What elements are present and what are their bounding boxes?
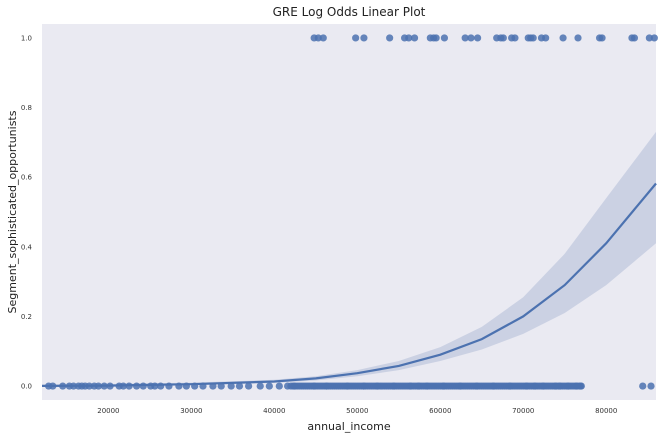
scatter-point	[511, 34, 519, 42]
scatter-point	[577, 382, 585, 390]
scatter-point	[499, 34, 507, 42]
scatter-point	[630, 34, 639, 42]
scatter-point	[440, 34, 449, 42]
x-tick-label: 20000	[97, 407, 119, 415]
scatter-point	[559, 34, 567, 42]
scatter-point	[410, 34, 419, 42]
scatter-point	[432, 34, 440, 42]
scatter-point	[645, 34, 653, 42]
scatter-point	[265, 382, 273, 390]
y-tick-label: 0.6	[21, 174, 33, 182]
y-tick-label: 1.0	[21, 34, 32, 42]
y-tick-label: 0.0	[21, 383, 32, 391]
scatter-point	[319, 34, 327, 42]
y-tick-label: 0.2	[21, 313, 32, 321]
scatter-point	[386, 34, 394, 42]
x-tick-label: 60000	[429, 407, 451, 415]
scatter-point	[157, 382, 165, 390]
scatter-point	[647, 382, 655, 390]
scatter-point	[227, 382, 235, 390]
x-tick-label: 30000	[180, 407, 202, 415]
x-tick-label: 80000	[595, 407, 617, 415]
scatter-point	[245, 382, 253, 390]
scatter-point	[360, 34, 368, 42]
fit-line	[41, 182, 657, 387]
scatter-point	[256, 382, 264, 390]
scatter-point	[542, 34, 550, 42]
confidence-band	[42, 131, 656, 387]
scatter-point	[474, 34, 482, 42]
scatter-point	[467, 34, 475, 42]
scatter-point	[352, 34, 360, 42]
chart-title: GRE Log Odds Linear Plot	[273, 5, 426, 19]
scatter-point	[598, 34, 606, 42]
scatter-point	[405, 34, 413, 42]
scatter-point	[529, 34, 537, 42]
y-axis-label: Segment_sophisticated_opportunists	[6, 110, 19, 313]
y-tick-label: 0.8	[21, 104, 32, 112]
x-axis-label: annual_income	[307, 420, 390, 433]
y-tick-label: 0.4	[21, 243, 33, 251]
x-tick-label: 70000	[512, 407, 534, 415]
x-tick-label: 50000	[346, 407, 368, 415]
scatter-point	[314, 34, 322, 42]
x-tick-label: 40000	[263, 407, 285, 415]
scatter-point	[650, 34, 658, 42]
scatter-point	[639, 382, 647, 390]
scatter-point	[235, 382, 244, 390]
scatter-point	[574, 34, 582, 42]
plot-background	[42, 24, 656, 400]
scatter-point	[461, 34, 469, 42]
scatter-point	[275, 382, 283, 390]
